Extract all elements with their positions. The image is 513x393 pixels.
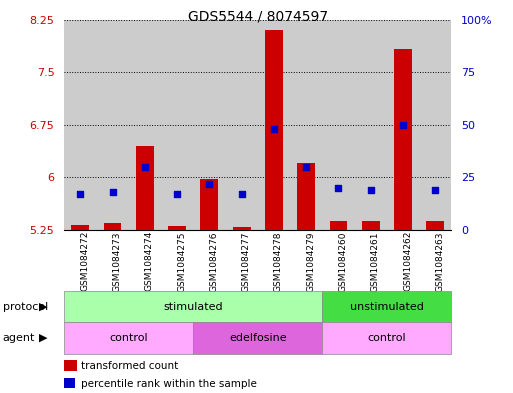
Text: control: control — [368, 333, 406, 343]
Point — [270, 126, 278, 132]
Text: GDS5544 / 8074597: GDS5544 / 8074597 — [188, 10, 328, 24]
Text: GSM1084278: GSM1084278 — [274, 231, 283, 292]
Bar — [394, 49, 412, 230]
Bar — [426, 221, 444, 230]
Bar — [265, 30, 283, 230]
Bar — [419, 20, 451, 230]
Bar — [96, 20, 129, 230]
Bar — [129, 20, 161, 230]
Bar — [362, 221, 380, 230]
Text: GSM1084273: GSM1084273 — [112, 231, 122, 292]
Bar — [290, 20, 322, 230]
Point — [205, 180, 213, 187]
Point — [367, 187, 375, 193]
Text: GSM1084274: GSM1084274 — [145, 231, 154, 292]
Bar — [322, 322, 451, 354]
Text: ▶: ▶ — [40, 333, 48, 343]
Bar — [298, 163, 315, 230]
Point — [108, 189, 116, 195]
Text: GSM1084275: GSM1084275 — [177, 231, 186, 292]
Bar — [71, 225, 89, 230]
Text: GSM1084260: GSM1084260 — [339, 231, 347, 292]
Point — [173, 191, 181, 197]
Bar — [168, 226, 186, 230]
Bar — [193, 20, 226, 230]
Point — [399, 122, 407, 128]
Bar — [322, 291, 451, 322]
Point — [141, 163, 149, 170]
Text: protocol: protocol — [3, 301, 48, 312]
Text: GSM1084276: GSM1084276 — [209, 231, 219, 292]
Point — [334, 185, 343, 191]
Bar — [201, 180, 218, 230]
Text: unstimulated: unstimulated — [350, 301, 424, 312]
Point — [76, 191, 84, 197]
Text: GSM1084279: GSM1084279 — [306, 231, 315, 292]
Bar — [104, 223, 122, 230]
Bar — [161, 20, 193, 230]
Bar — [233, 227, 250, 230]
Point — [238, 191, 246, 197]
Point — [302, 163, 310, 170]
Text: GSM1084262: GSM1084262 — [403, 231, 412, 292]
Bar — [258, 20, 290, 230]
Text: percentile rank within the sample: percentile rank within the sample — [81, 378, 257, 389]
Bar — [387, 20, 419, 230]
Text: agent: agent — [3, 333, 35, 343]
Bar — [64, 291, 322, 322]
Bar — [226, 20, 258, 230]
Text: GSM1084263: GSM1084263 — [436, 231, 444, 292]
Bar — [64, 322, 193, 354]
Text: transformed count: transformed count — [81, 361, 179, 371]
Text: GSM1084261: GSM1084261 — [371, 231, 380, 292]
Text: edelfosine: edelfosine — [229, 333, 287, 343]
Bar — [354, 20, 387, 230]
Point — [431, 187, 440, 193]
Bar — [64, 20, 96, 230]
Text: GSM1084272: GSM1084272 — [80, 231, 89, 292]
Bar — [322, 20, 354, 230]
Bar — [329, 222, 347, 230]
Text: GSM1084277: GSM1084277 — [242, 231, 251, 292]
Text: ▶: ▶ — [40, 301, 48, 312]
Text: control: control — [109, 333, 148, 343]
Bar — [193, 322, 322, 354]
Bar — [136, 146, 154, 230]
Text: stimulated: stimulated — [164, 301, 223, 312]
